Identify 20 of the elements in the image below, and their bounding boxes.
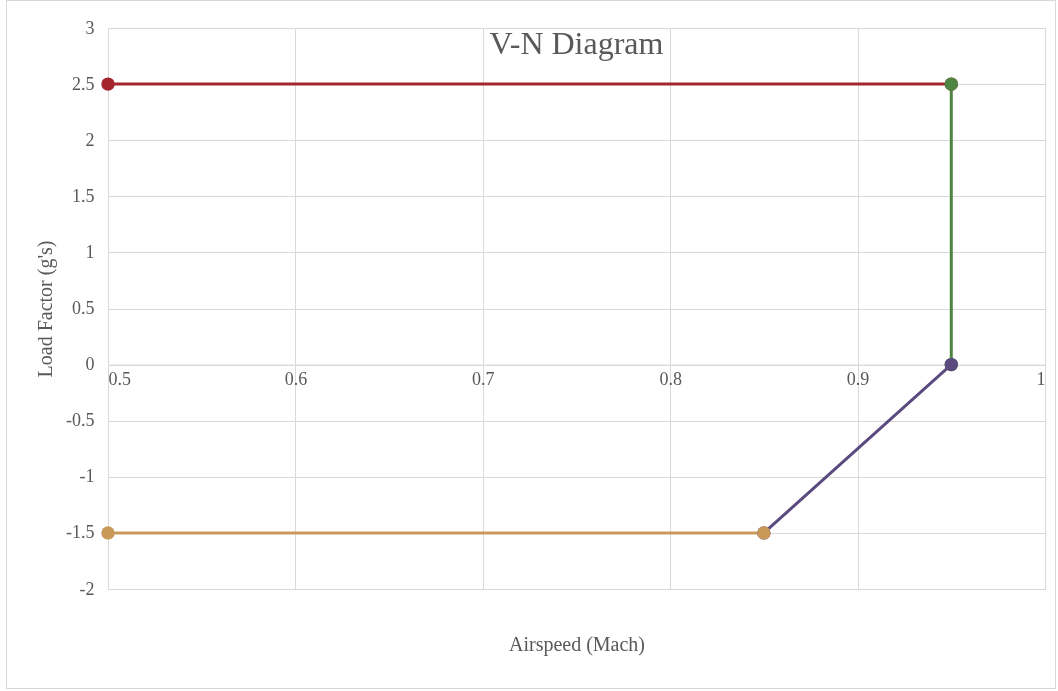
x-tick-label: 0.8 [659, 369, 682, 390]
x-tick-label: 0.6 [284, 369, 308, 390]
y-tick-label: 1 [85, 241, 95, 262]
x-tick-label: 0.9 [846, 369, 870, 390]
y-tick-label: 2.5 [72, 73, 95, 94]
y-tick-label: -0.5 [66, 410, 95, 431]
y-axis-title: Load Factor (g's) [34, 240, 58, 378]
y-tick-label: 1.5 [72, 185, 95, 206]
x-tick-label: 1 [1036, 369, 1046, 390]
y-tick-label: -1.5 [66, 522, 95, 543]
y-tick-label: 3 [85, 17, 95, 38]
y-tick-label: -1 [79, 466, 95, 487]
y-tick-label: -2 [79, 578, 95, 599]
y-tick-label: 2 [85, 129, 95, 150]
chart-title: V-N Diagram [489, 25, 664, 61]
y-tick-label: 0.5 [72, 298, 95, 318]
y-tick-label: 0 [85, 354, 95, 375]
x-axis-title: Airspeed (Mach) [508, 632, 646, 656]
x-tick-label: 0.7 [472, 369, 495, 390]
x-tick-label: 0.5 [108, 369, 131, 390]
